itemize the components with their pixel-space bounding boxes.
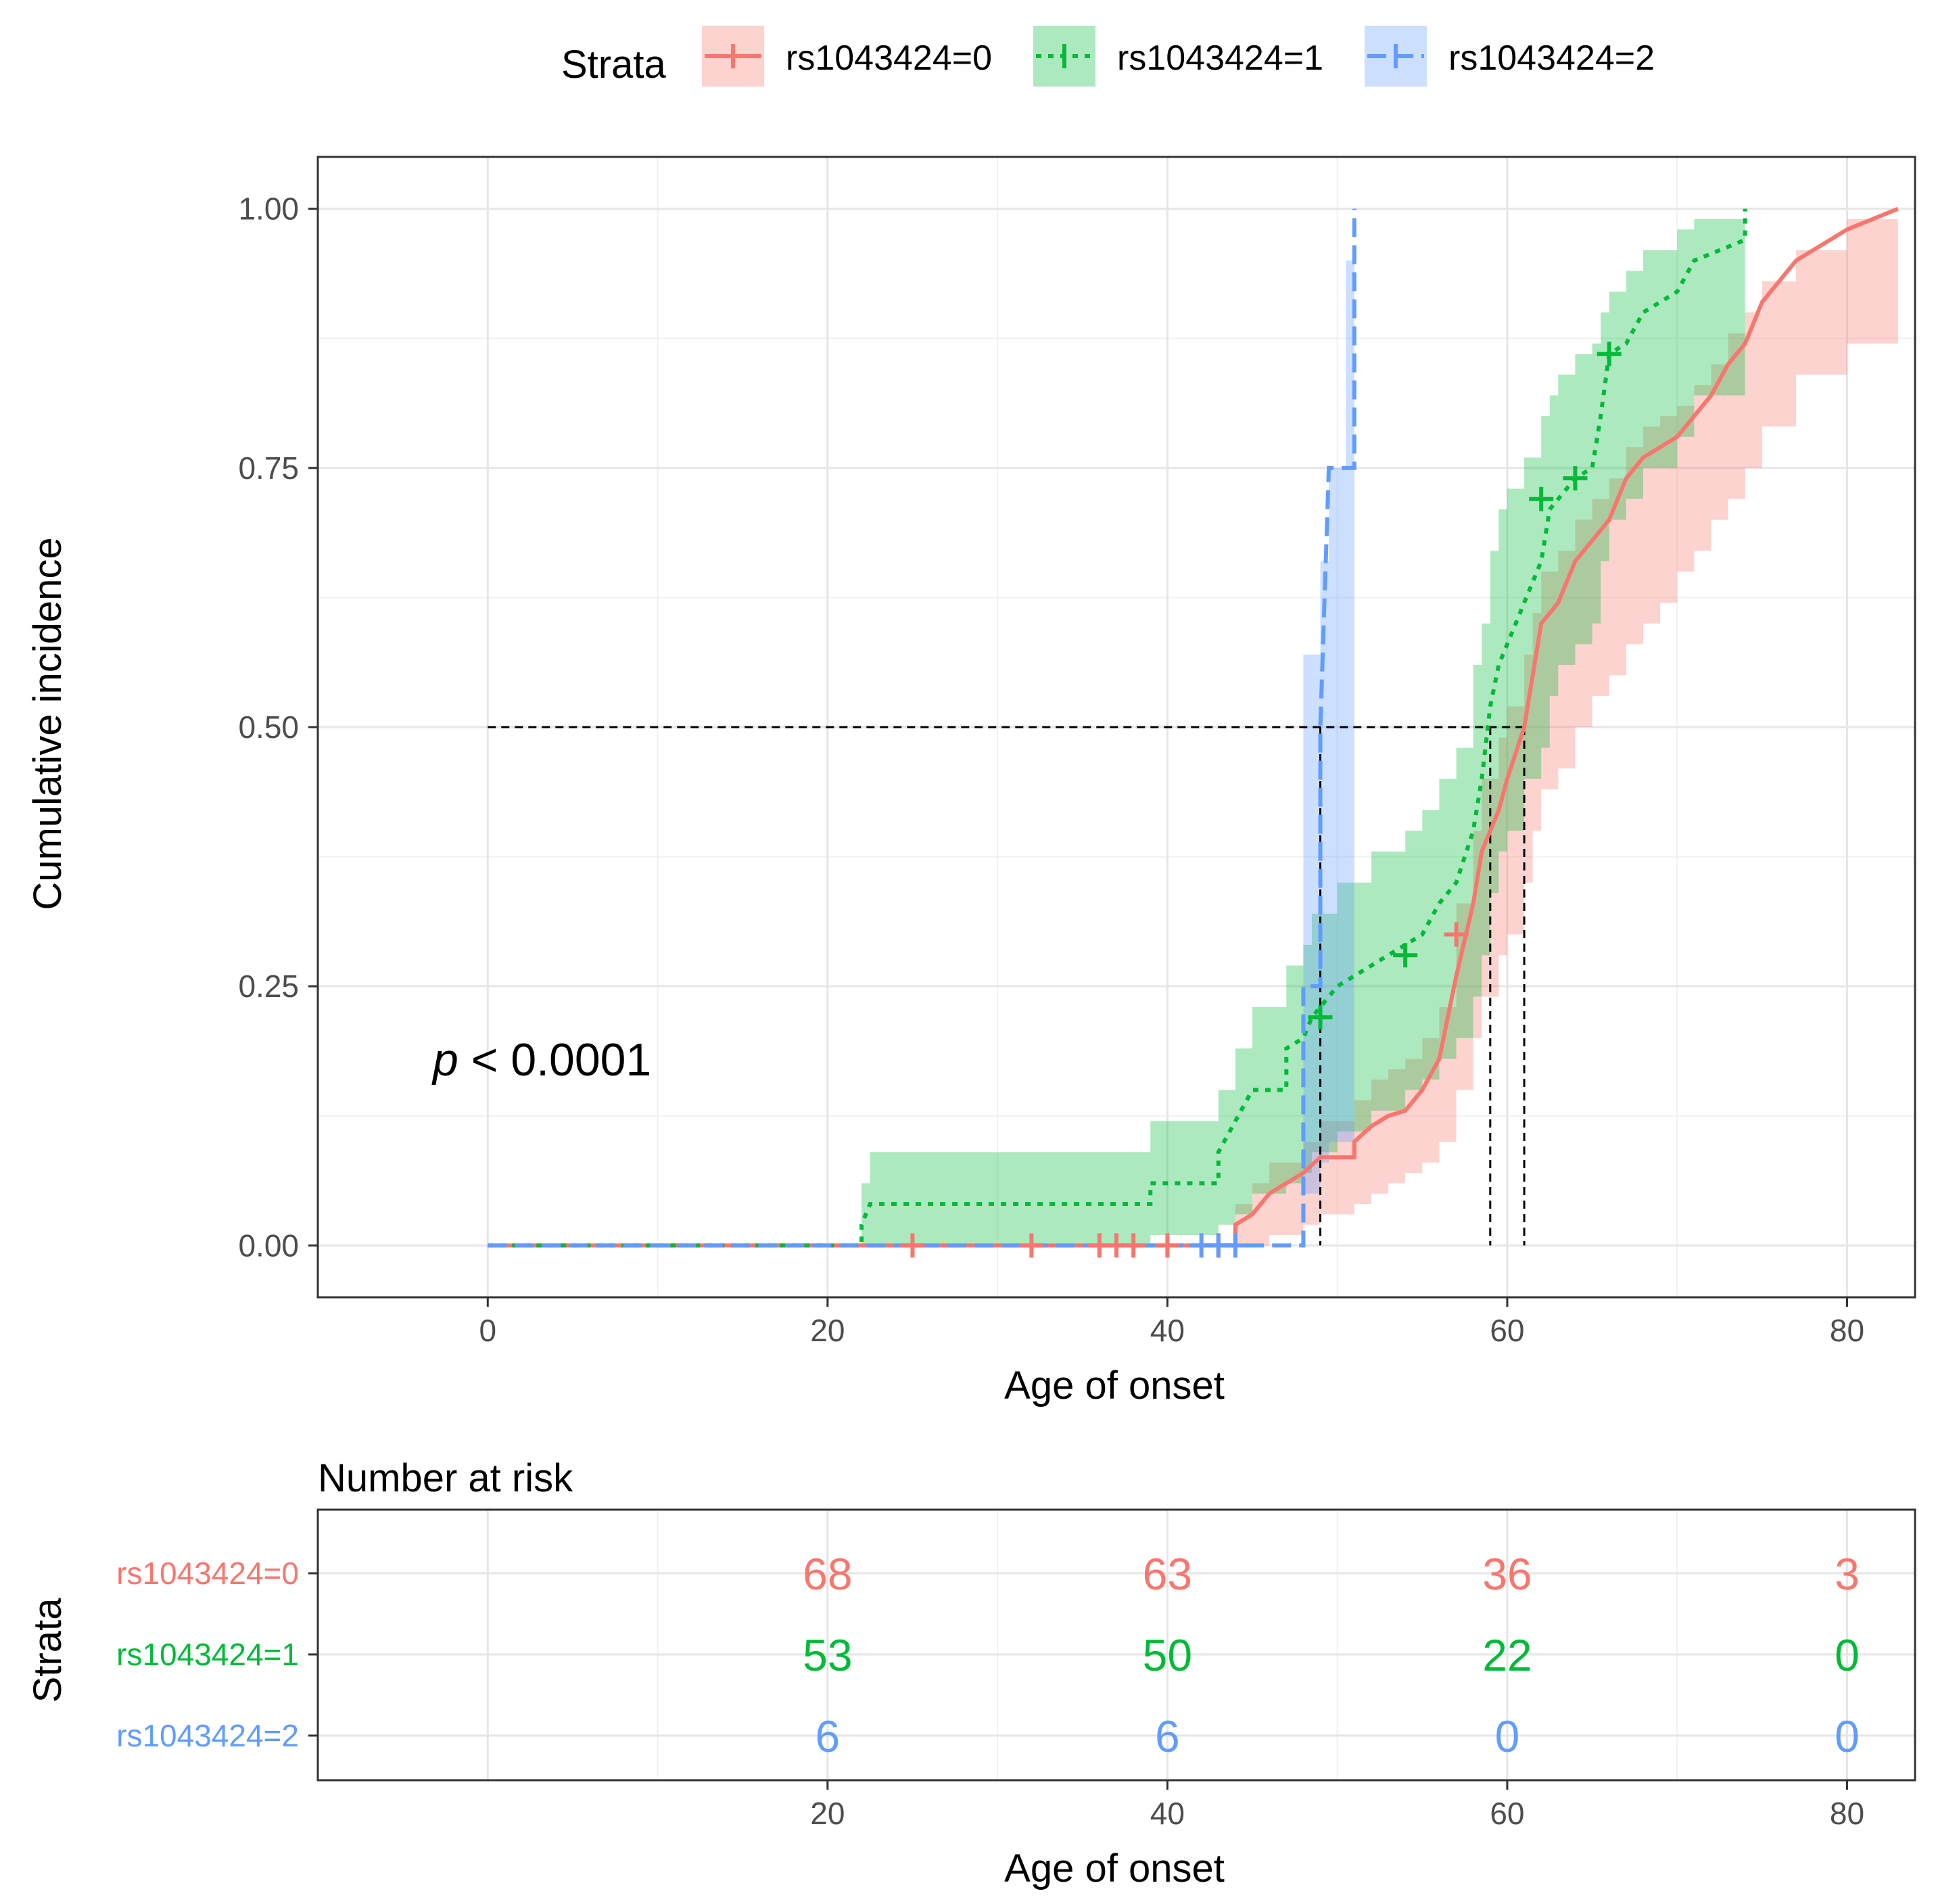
legend-label: rs1043424=0 xyxy=(786,39,992,78)
legend-label: rs1043424=1 xyxy=(1117,39,1323,78)
axis-ticks: 0 20 40 60 80 0.00 0.25 0.50 0.75 1.00 xyxy=(238,191,1864,1348)
risk-value-rs1043424=0: 3 xyxy=(1835,1549,1860,1599)
risk-value-rs1043424=0: 68 xyxy=(803,1549,852,1599)
y-tick-label: 1.00 xyxy=(238,191,299,227)
risk-value-rs1043424=1: 53 xyxy=(803,1630,852,1680)
risk-value-rs1043424=0: 36 xyxy=(1482,1549,1532,1599)
y-tick-label: 0.75 xyxy=(238,450,299,486)
risk-value-rs1043424=2: 0 xyxy=(1495,1711,1520,1761)
risk-table-values: 68 63 36 3 53 50 22 0 6 6 0 0 xyxy=(803,1549,1860,1761)
risk-strata-label: rs1043424=2 xyxy=(116,1718,299,1753)
legend-title: Strata xyxy=(561,43,666,87)
legend-item-rs1043424=2: rs1043424=2 xyxy=(1365,26,1655,87)
censor-mark-rs1043424=0 xyxy=(1121,1233,1146,1258)
censor-mark-rs1043424=0 xyxy=(1444,922,1469,947)
legend-item-rs1043424=0: rs1043424=0 xyxy=(702,26,992,87)
y-tick-label: 0.50 xyxy=(238,710,299,745)
censor-mark-rs1043424=1 xyxy=(1563,466,1588,491)
risk-table-x-title: Age of onset xyxy=(1004,1847,1225,1890)
legend-label: rs1043424=2 xyxy=(1448,39,1655,78)
censor-mark-rs1043424=0 xyxy=(1019,1233,1044,1258)
risk-x-tick-label: 40 xyxy=(1150,1796,1185,1831)
y-tick-label: 0.25 xyxy=(238,969,299,1004)
risk-x-tick-label: 20 xyxy=(810,1796,845,1831)
risk-value-rs1043424=2: 0 xyxy=(1835,1711,1860,1761)
risk-value-rs1043424=0: 63 xyxy=(1143,1549,1192,1599)
risk-value-rs1043424=1: 50 xyxy=(1143,1630,1192,1680)
risk-table-title: Number at risk xyxy=(318,1456,573,1500)
x-tick-label: 0 xyxy=(479,1313,496,1348)
risk-value-rs1043424=1: 0 xyxy=(1835,1630,1860,1680)
censor-mark-rs1043424=1 xyxy=(1308,1005,1333,1030)
risk-strata-label: rs1043424=0 xyxy=(116,1556,299,1591)
risk-value-rs1043424=2: 6 xyxy=(1155,1711,1180,1761)
p-value-annotation: p < 0.0001 xyxy=(431,1034,651,1086)
legend-item-rs1043424=1: rs1043424=1 xyxy=(1033,26,1323,87)
p-symbol: p xyxy=(431,1034,458,1086)
censor-mark-rs1043424=0 xyxy=(900,1233,925,1258)
incidence-line-rs1043424=0 xyxy=(488,206,1899,1248)
x-axis-title: Age of onset xyxy=(1004,1364,1225,1408)
confidence-band-rs1043424=0 xyxy=(1235,208,1898,1246)
y-axis-title: Cumulative incidence xyxy=(26,537,70,910)
plot-panel: 0 20 40 60 80 0.00 0.25 0.50 0.75 1.00 xyxy=(238,156,1916,1348)
risk-strata-label: rs1043424=1 xyxy=(116,1637,299,1672)
y-tick-label: 0.00 xyxy=(238,1228,299,1263)
risk-value-rs1043424=1: 22 xyxy=(1482,1630,1532,1680)
p-value-text: < 0.0001 xyxy=(458,1034,651,1086)
x-tick-label: 40 xyxy=(1150,1313,1185,1348)
confidence-band-rs1043424=1 xyxy=(861,218,1745,1246)
risk-table: Number at risk 68 63 36 353 50 22 06 6 0 0 rs1043… xyxy=(26,1456,1916,1890)
x-tick-label: 60 xyxy=(1490,1313,1524,1348)
incidence-curves xyxy=(488,206,1899,1248)
legend: Strata rs1043424=0 rs1043424=1 rs1043424=2 xyxy=(561,26,1655,87)
censor-mark-rs1043424=1 xyxy=(1597,342,1622,367)
risk-x-tick-label: 60 xyxy=(1490,1796,1524,1831)
risk-table-border xyxy=(316,1508,1916,1782)
censor-marks xyxy=(900,342,1622,1258)
censor-mark-rs1043424=1 xyxy=(1393,943,1418,968)
x-tick-label: 20 xyxy=(810,1313,845,1348)
risk-x-tick-label: 80 xyxy=(1830,1796,1864,1831)
risk-value-rs1043424=2: 6 xyxy=(815,1711,840,1761)
censor-mark-rs1043424=0 xyxy=(1155,1233,1180,1258)
x-tick-label: 80 xyxy=(1830,1313,1864,1348)
censor-mark-rs1043424=2 xyxy=(1223,1233,1248,1258)
incidence-line-rs1043424=1 xyxy=(488,208,1747,1248)
incidence-line-rs1043424=2 xyxy=(488,208,1356,1248)
risk-table-grid xyxy=(318,1510,1915,1780)
censor-mark-rs1043424=1 xyxy=(1529,486,1554,511)
risk-table-y-title: Strata xyxy=(26,1598,70,1702)
